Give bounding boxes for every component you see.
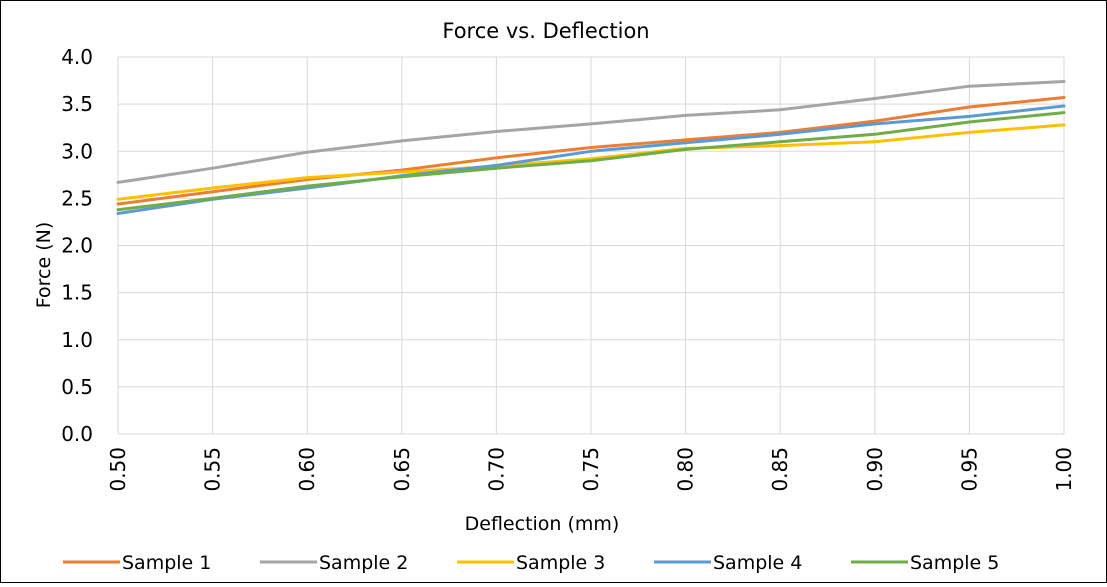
legend-label: Sample 1 [122,552,211,574]
legend-item-sample-5: Sample 5 [851,552,999,574]
chart-title: Force vs. Deflection [442,19,649,43]
y-tick-label: 3.5 [61,92,93,116]
x-tick-label: 0.70 [484,447,508,492]
legend-label: Sample 5 [910,552,999,574]
y-axis-label: Force (N) [33,222,55,308]
legend-item-sample-4: Sample 4 [654,552,802,574]
y-tick-labels: 0.0 0.5 1.0 1.5 2.0 2.5 3.0 3.5 4.0 [61,45,93,446]
y-tick-label: 4.0 [61,45,93,69]
legend-item-sample-1: Sample 1 [63,552,211,574]
legend: Sample 1 Sample 2 Sample 3 Sample 4 Sample 5 [63,552,999,574]
x-tick-label: 0.55 [201,447,225,492]
x-tick-label: 0.75 [579,447,603,492]
x-tick-label: 0.65 [390,447,414,492]
legend-item-sample-2: Sample 2 [260,552,408,574]
legend-label: Sample 3 [516,552,605,574]
y-tick-label: 3.0 [61,139,93,163]
x-tick-label: 0.50 [106,447,130,492]
legend-label: Sample 4 [713,552,802,574]
y-tick-label: 2.5 [61,186,93,210]
y-tick-label: 2.0 [61,234,93,258]
legend-item-sample-3: Sample 3 [457,552,605,574]
legend-label: Sample 2 [319,552,408,574]
y-tick-label: 0.0 [61,422,93,446]
x-tick-label: 0.85 [768,447,792,492]
x-tick-label: 0.90 [863,447,887,492]
y-tick-label: 0.5 [61,375,93,399]
x-tick-label: 0.60 [295,447,319,492]
x-tick-labels: 0.50 0.55 0.60 0.65 0.70 0.75 0.80 0.85 0.90 0.95… [106,447,1076,492]
x-tick-label: 0.80 [674,447,698,492]
y-tick-label: 1.0 [61,328,93,352]
y-tick-label: 1.5 [61,281,93,305]
x-axis-label: Deflection (mm) [465,513,620,535]
x-tick-label: 1.00 [1052,447,1076,492]
x-tick-label: 0.95 [957,447,981,492]
